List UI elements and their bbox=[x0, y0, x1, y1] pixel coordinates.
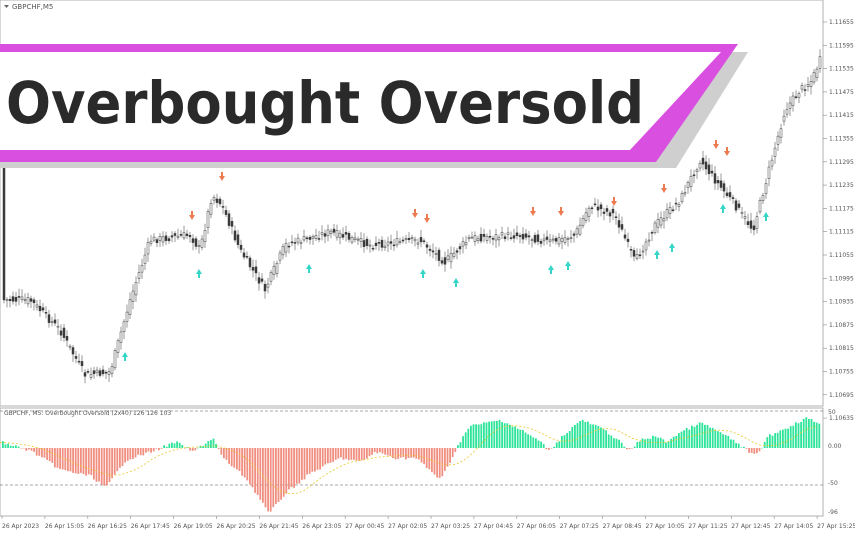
price-label: 1.11535 bbox=[829, 66, 854, 73]
sell-arrow-icon bbox=[724, 147, 730, 156]
price-label: 1.11415 bbox=[829, 112, 854, 119]
sell-arrow-icon bbox=[219, 172, 225, 181]
sell-arrow-icon bbox=[189, 211, 195, 220]
buy-arrow-icon bbox=[565, 261, 571, 270]
price-label: 1.11055 bbox=[829, 252, 854, 259]
price-label: 1.11175 bbox=[829, 205, 854, 212]
sell-arrow-icon bbox=[713, 140, 719, 149]
time-label: 26 Apr 19:05 bbox=[174, 523, 213, 530]
time-label: 27 Apr 12:45 bbox=[731, 523, 770, 530]
price-label: 1.11115 bbox=[829, 229, 854, 236]
price-label: 1.10815 bbox=[829, 345, 854, 352]
price-label: 1.11475 bbox=[829, 89, 854, 96]
time-label: 27 Apr 00:45 bbox=[345, 523, 384, 530]
time-label: 27 Apr 08:45 bbox=[603, 523, 642, 530]
time-label: 26 Apr 20:25 bbox=[217, 523, 256, 530]
buy-arrow-icon bbox=[763, 212, 769, 221]
buy-arrow-icon bbox=[669, 243, 675, 252]
symbol-text: GBPCHF,M5 bbox=[12, 3, 53, 11]
candlesticks bbox=[2, 49, 822, 384]
indicator-axis: 50 0.00 -50 -96 bbox=[828, 409, 842, 516]
sell-arrow-icon bbox=[611, 197, 617, 206]
time-label: 26 Apr 21:45 bbox=[259, 523, 298, 530]
price-label: 1.10695 bbox=[829, 392, 854, 399]
time-label: 26 Apr 15:05 bbox=[45, 523, 84, 530]
time-label: 27 Apr 10:05 bbox=[646, 523, 685, 530]
signal-arrows bbox=[122, 140, 769, 361]
buy-arrow-icon bbox=[720, 204, 726, 213]
indicator-window[interactable]: GBPCHF, M5: Overbought Oversold (2x40) 1… bbox=[0, 407, 824, 517]
sell-arrow-icon bbox=[558, 207, 564, 216]
banner-inner bbox=[0, 52, 721, 150]
price-label: 1.11295 bbox=[829, 159, 854, 166]
indicator-axis-label: 0.00 bbox=[828, 443, 842, 450]
time-label: 26 Apr 23:05 bbox=[302, 523, 341, 530]
oscillator-histogram bbox=[2, 417, 821, 512]
time-label: 27 Apr 06:05 bbox=[517, 523, 556, 530]
price-axis[interactable]: 1.11655 1.11595 1.11535 1.11475 1.11415 1.113… bbox=[823, 19, 854, 422]
symbol-label: GBPCHF,M5 bbox=[4, 3, 53, 11]
time-label: 26 Apr 2023 bbox=[2, 523, 39, 530]
buy-arrow-icon bbox=[122, 352, 128, 361]
price-label: 1.10995 bbox=[829, 275, 854, 282]
indicator-axis-label: 50 bbox=[828, 409, 836, 416]
price-label: 1.10755 bbox=[829, 369, 854, 376]
indicator-axis-label: -96 bbox=[828, 509, 838, 516]
price-label: 1.11595 bbox=[829, 42, 854, 49]
price-label: 1.10935 bbox=[829, 299, 854, 306]
time-label: 27 Apr 11:25 bbox=[688, 523, 727, 530]
price-label: 1.11355 bbox=[829, 136, 854, 143]
time-label: 26 Apr 17:45 bbox=[131, 523, 170, 530]
price-label: 1.10635 bbox=[829, 415, 854, 422]
sell-arrow-icon bbox=[661, 184, 667, 193]
time-axis[interactable]: 26 Apr 2023 26 Apr 15:05 26 Apr 16:25 26 Ap… bbox=[1, 516, 855, 530]
time-label: 27 Apr 14:05 bbox=[774, 523, 813, 530]
title-banner: Overbought Oversold bbox=[0, 44, 748, 168]
time-label: 27 Apr 03:25 bbox=[431, 523, 470, 530]
buy-arrow-icon bbox=[654, 250, 660, 259]
indicator-axis-label: -50 bbox=[828, 480, 838, 487]
signal-line bbox=[0, 425, 817, 494]
price-label: 1.10875 bbox=[829, 322, 854, 329]
buy-arrow-icon bbox=[196, 269, 202, 278]
sell-arrow-icon bbox=[424, 214, 430, 223]
time-label: 26 Apr 16:25 bbox=[88, 523, 127, 530]
buy-arrow-icon bbox=[453, 278, 459, 287]
price-label: 1.11235 bbox=[829, 182, 854, 189]
price-label: 1.11655 bbox=[829, 19, 854, 26]
time-label: 27 Apr 04:45 bbox=[474, 523, 513, 530]
time-label: 27 Apr 15:25 bbox=[817, 523, 855, 530]
buy-arrow-icon bbox=[548, 265, 554, 274]
indicator-label: GBPCHF, M5: Overbought Oversold (2x40) 1… bbox=[4, 410, 171, 417]
sell-arrow-icon bbox=[530, 207, 536, 216]
time-label: 27 Apr 02:05 bbox=[388, 523, 427, 530]
banner-title: Overbought Oversold bbox=[6, 69, 644, 137]
buy-arrow-icon bbox=[420, 269, 426, 278]
time-label: 27 Apr 07:25 bbox=[560, 523, 599, 530]
buy-arrow-icon bbox=[306, 264, 312, 273]
sell-arrow-icon bbox=[412, 209, 418, 218]
dropdown-triangle-icon[interactable] bbox=[4, 5, 9, 8]
